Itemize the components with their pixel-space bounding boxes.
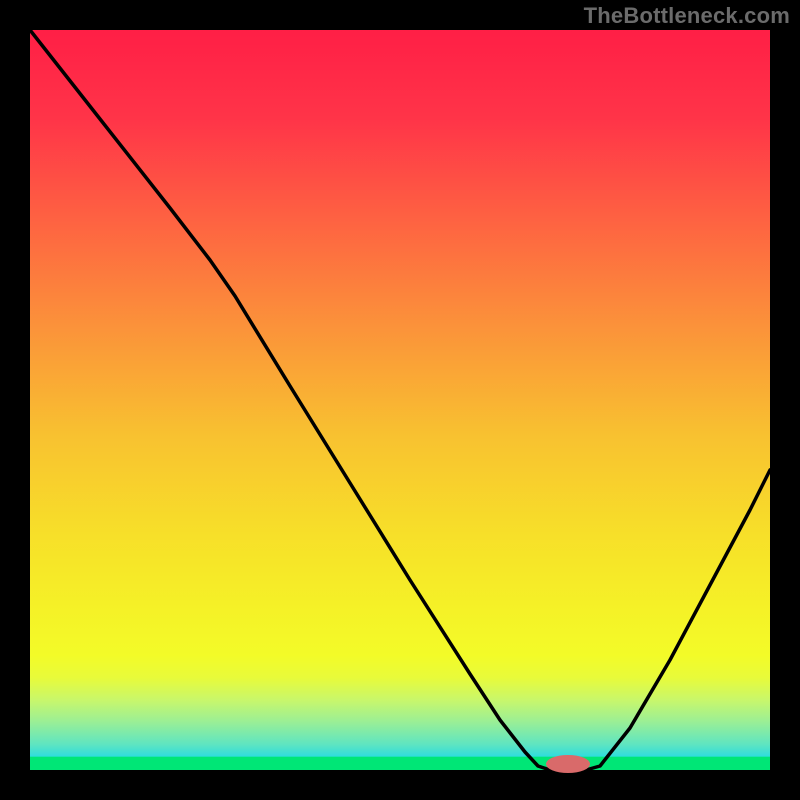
heat-gradient <box>30 30 770 770</box>
chart-stage: TheBottleneck.com <box>0 0 800 800</box>
bottleneck-chart <box>0 0 800 800</box>
optimal-marker <box>546 755 590 773</box>
bottom-band <box>30 757 770 770</box>
